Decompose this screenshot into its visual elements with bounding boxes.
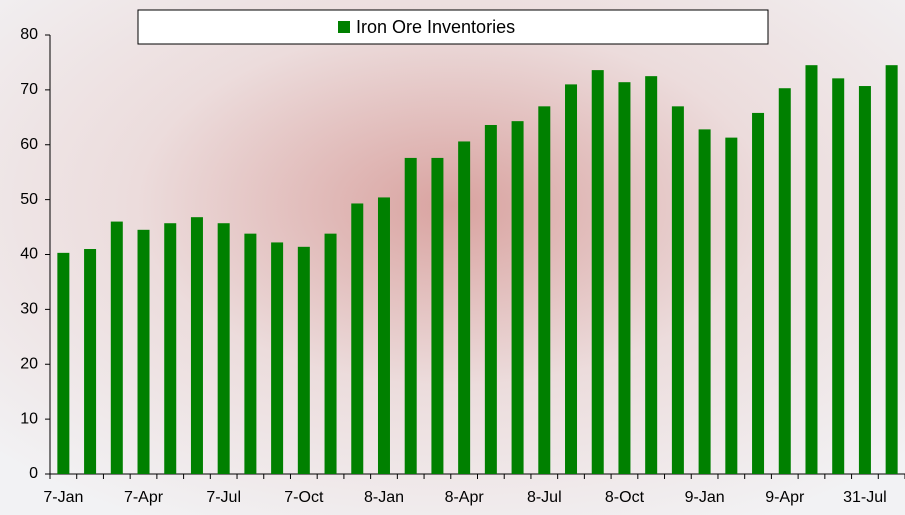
y-tick-label: 70 bbox=[20, 81, 38, 98]
y-tick-label: 40 bbox=[20, 246, 38, 263]
bar bbox=[511, 121, 524, 474]
bar bbox=[404, 157, 417, 475]
x-tick-label: 7-Jan bbox=[43, 489, 83, 506]
x-tick-label: 7-Apr bbox=[124, 489, 164, 506]
bar bbox=[725, 137, 738, 474]
bar bbox=[671, 106, 684, 475]
bar bbox=[271, 242, 284, 474]
y-tick-label: 10 bbox=[20, 410, 38, 427]
bar bbox=[164, 223, 177, 474]
y-tick-label: 20 bbox=[20, 355, 38, 372]
bar bbox=[752, 112, 765, 475]
y-tick-label: 60 bbox=[20, 136, 38, 153]
bar bbox=[832, 78, 845, 474]
y-tick-label: 0 bbox=[29, 465, 38, 482]
bar bbox=[805, 65, 818, 475]
x-tick-label: 7-Oct bbox=[284, 489, 324, 506]
bar bbox=[137, 229, 150, 474]
y-tick-label: 80 bbox=[20, 26, 38, 43]
x-tick-label: 9-Apr bbox=[765, 489, 805, 506]
bar bbox=[778, 88, 791, 474]
bar bbox=[351, 203, 364, 474]
bar bbox=[484, 124, 497, 475]
bar bbox=[84, 249, 97, 474]
bar bbox=[458, 141, 471, 474]
bar bbox=[538, 106, 551, 475]
x-tick-label: 9-Jan bbox=[685, 489, 725, 506]
bar bbox=[57, 252, 70, 474]
bar bbox=[110, 221, 123, 474]
x-tick-label: 7-Jul bbox=[206, 489, 241, 506]
legend-swatch bbox=[338, 21, 350, 33]
bar bbox=[591, 70, 604, 475]
legend bbox=[137, 9, 769, 45]
bar bbox=[217, 223, 230, 474]
x-tick-label: 8-Jul bbox=[527, 489, 562, 506]
bar bbox=[565, 84, 578, 474]
bar bbox=[377, 197, 390, 474]
bar bbox=[885, 65, 898, 475]
bar bbox=[858, 86, 871, 474]
x-tick-label: 8-Jan bbox=[364, 489, 404, 506]
bar bbox=[645, 76, 658, 474]
legend-label: Iron Ore Inventories bbox=[356, 17, 515, 37]
x-tick-label: 8-Apr bbox=[445, 489, 485, 506]
x-tick-label: 31-Jul bbox=[843, 489, 887, 506]
bar bbox=[190, 217, 203, 474]
bar bbox=[244, 233, 257, 474]
bar bbox=[324, 233, 337, 474]
y-tick-label: 30 bbox=[20, 301, 38, 318]
bar bbox=[297, 246, 310, 474]
bar bbox=[618, 82, 631, 474]
x-tick-label: 8-Oct bbox=[605, 489, 645, 506]
bar bbox=[698, 129, 711, 474]
y-tick-label: 50 bbox=[20, 191, 38, 208]
bar bbox=[431, 157, 444, 475]
